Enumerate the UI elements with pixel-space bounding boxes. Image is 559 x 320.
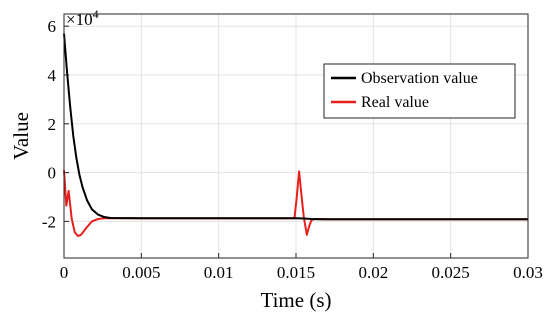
y-tick-label: 6 — [48, 17, 57, 36]
ticks: 0 0.005 0.01 0.015 0.02 0.025 0.03 -2 0 2 4 6 — [42, 17, 543, 282]
y-tick-label: 2 — [48, 115, 57, 134]
x-tick-label: 0.03 — [513, 263, 543, 282]
x-axis-title: Time (s) — [261, 288, 332, 312]
y-multiplier: ×104 — [66, 7, 99, 29]
y-tick-label: -2 — [42, 212, 56, 231]
series-lines — [63, 33, 528, 238]
legend-label-observation: Observation value — [361, 70, 478, 87]
y-tick-label: 4 — [48, 66, 57, 85]
x-tick-label: 0 — [60, 263, 69, 282]
x-tick-label: 0.025 — [432, 263, 470, 282]
legend: Observation value Real value — [323, 63, 516, 119]
legend-label-real: Real value — [361, 94, 429, 111]
x-tick-label: 0.015 — [277, 263, 315, 282]
x-tick-label: 0.01 — [204, 263, 234, 282]
series-line-observation-value — [63, 33, 528, 221]
legend-box — [323, 63, 516, 119]
x-tick-label: 0.02 — [358, 263, 388, 282]
x-tick-label: 0.005 — [122, 263, 160, 282]
y-axis-title: Value — [9, 112, 33, 160]
y-tick-label: 0 — [48, 164, 57, 183]
